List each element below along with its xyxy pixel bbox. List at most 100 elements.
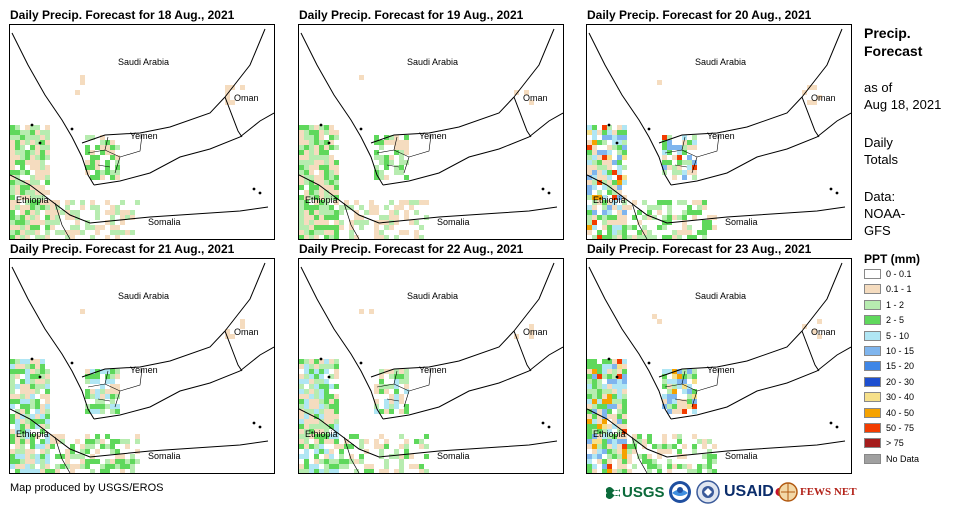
precip-cell: [314, 125, 319, 130]
precip-cell: [817, 334, 822, 339]
precip-cell: [597, 419, 602, 424]
precip-cell: [627, 449, 632, 454]
horn-coast: [587, 174, 846, 224]
precip-cell: [35, 469, 40, 473]
precip-cell: [374, 205, 379, 210]
precip-cell: [299, 235, 304, 239]
precip-cell: [662, 135, 667, 140]
precip-cell: [324, 419, 329, 424]
precip-cell: [30, 389, 35, 394]
precip-cell: [617, 135, 622, 140]
precip-cell: [100, 409, 105, 414]
precip-cell: [712, 454, 717, 459]
precip-cell: [90, 235, 95, 239]
precip-cell: [657, 200, 662, 205]
precip-cell: [677, 374, 682, 379]
precip-cell: [607, 150, 612, 155]
oman-border: [513, 28, 555, 138]
precip-cell: [334, 429, 339, 434]
precip-cell: [374, 439, 379, 444]
precip-cell: [20, 469, 25, 473]
precip-cell: [339, 454, 344, 459]
precip-cell: [30, 469, 35, 473]
precip-cell: [592, 155, 597, 160]
label-ethiopia: Ethiopia: [305, 195, 338, 205]
island-dot: [541, 421, 545, 425]
precip-cell: [45, 150, 50, 155]
precip-cell: [65, 230, 70, 235]
precip-cell: [15, 160, 20, 165]
precip-cell: [100, 384, 105, 389]
precip-cell: [299, 225, 304, 230]
precip-cell: [20, 145, 25, 150]
precip-cell: [329, 155, 334, 160]
precip-cell: [419, 439, 424, 444]
precip-cell: [304, 125, 309, 130]
precip-cell: [627, 225, 632, 230]
precip-cell: [304, 165, 309, 170]
precip-cell: [324, 364, 329, 369]
precip-cell: [15, 444, 20, 449]
precip-cell: [319, 220, 324, 225]
precip-cell: [15, 429, 20, 434]
precip-cell: [50, 225, 55, 230]
precip-cell: [324, 145, 329, 150]
precip-cell: [30, 374, 35, 379]
precip-cell: [299, 215, 304, 220]
precip-cell: [404, 145, 409, 150]
precip-cell: [424, 200, 429, 205]
precip-cell: [647, 454, 652, 459]
precip-cell: [75, 220, 80, 225]
precip-cell: [602, 364, 607, 369]
precip-cell: [707, 449, 712, 454]
precip-cell: [394, 454, 399, 459]
precip-cell: [15, 364, 20, 369]
precip-cell: [324, 389, 329, 394]
precip-cell: [15, 125, 20, 130]
precip-cell: [299, 155, 304, 160]
precip-cell: [75, 230, 80, 235]
precip-cell: [657, 464, 662, 469]
precip-cell: [314, 195, 319, 200]
noaa-seal-icon: [669, 481, 691, 503]
precip-cell: [70, 235, 75, 239]
precip-cell: [617, 434, 622, 439]
precip-cell: [324, 369, 329, 374]
precip-cell: [657, 205, 662, 210]
precip-cell: [319, 469, 324, 473]
precip-cell: [100, 170, 105, 175]
label-somalia: Somalia: [725, 451, 758, 461]
precip-cell: [20, 394, 25, 399]
precip-cell: [384, 404, 389, 409]
precip-cell: [70, 444, 75, 449]
panel-title: Daily Precip. Forecast for 22 Aug., 2021: [299, 242, 524, 256]
precip-cell: [304, 200, 309, 205]
precip-cell: [75, 464, 80, 469]
precip-cell: [85, 464, 90, 469]
precip-cell: [329, 424, 334, 429]
precip-cell: [55, 464, 60, 469]
precip-cell: [65, 464, 70, 469]
precip-cell: [45, 444, 50, 449]
precip-cell: [110, 409, 115, 414]
label-saudi-arabia: Saudi Arabia: [407, 57, 458, 67]
precip-cell: [602, 414, 607, 419]
precip-cell: [597, 364, 602, 369]
precip-cell: [10, 439, 15, 444]
precip-cell: [95, 394, 100, 399]
precip-cell: [632, 444, 637, 449]
precip-cell: [592, 364, 597, 369]
precip-cell: [607, 374, 612, 379]
precip-cell: [35, 444, 40, 449]
precip-cell: [50, 439, 55, 444]
precip-cell: [125, 444, 130, 449]
precip-cell: [419, 464, 424, 469]
precip-cell: [394, 394, 399, 399]
precip-cell: [40, 195, 45, 200]
ethiopia-somalia-border: [54, 202, 71, 239]
island-dot: [38, 375, 42, 379]
precip-cell: [30, 449, 35, 454]
precip-cell: [309, 409, 314, 414]
precip-cell: [10, 384, 15, 389]
precip-cell: [682, 215, 687, 220]
